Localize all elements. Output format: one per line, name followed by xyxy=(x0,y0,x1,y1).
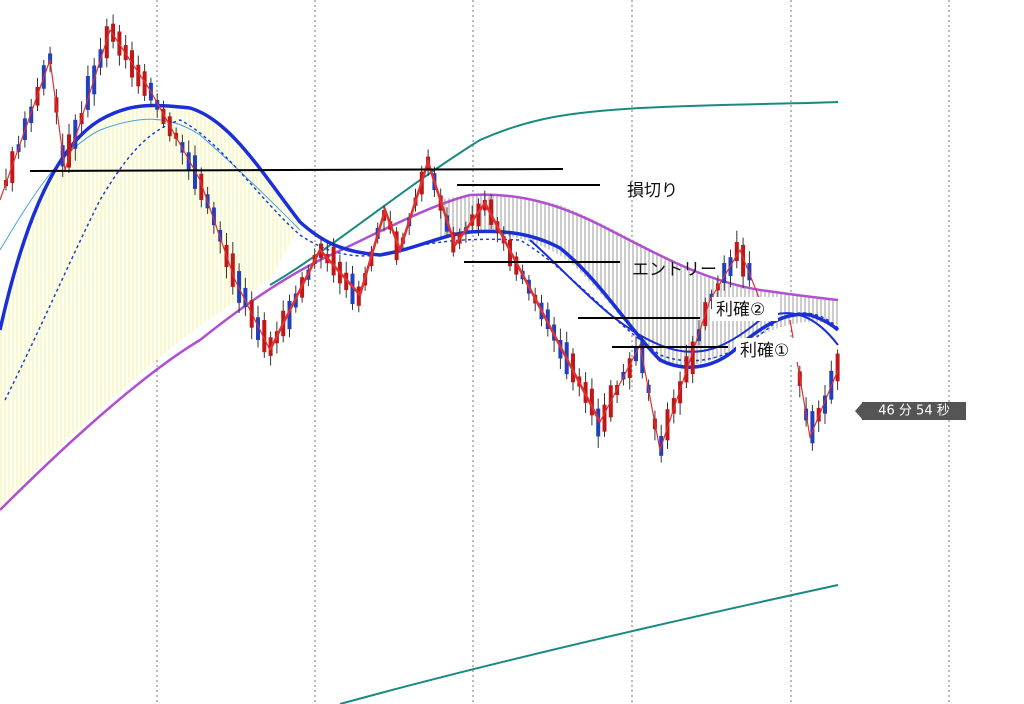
levels xyxy=(29,168,728,348)
label-take-profit-1: 利確① xyxy=(740,341,789,361)
candle-body xyxy=(476,203,481,227)
candle-body xyxy=(136,64,141,87)
zigzag-bold xyxy=(268,157,602,423)
candle-body xyxy=(741,244,746,277)
candle-body xyxy=(627,358,632,379)
candle-body xyxy=(671,398,676,414)
envelope-upper xyxy=(269,101,839,286)
moving-average-dashed xyxy=(4,119,839,401)
label-bg xyxy=(736,338,802,362)
candle-body xyxy=(262,320,267,353)
candle-body xyxy=(218,229,223,242)
timer-box xyxy=(862,402,966,420)
candle-body xyxy=(589,388,594,416)
timer: 46 分 54 秒 xyxy=(878,404,949,419)
candle-body xyxy=(621,371,626,380)
candle-body xyxy=(571,353,575,383)
candle-body xyxy=(142,71,147,96)
candle-body xyxy=(331,246,336,276)
cloud-fill xyxy=(0,105,300,510)
candle-body xyxy=(722,263,727,283)
candle-body xyxy=(211,207,216,226)
candle-body xyxy=(111,23,116,42)
candle-body xyxy=(394,231,399,261)
candle-body xyxy=(665,409,670,441)
candle-body xyxy=(356,286,361,306)
candle-body xyxy=(602,404,607,432)
label-entry: エントリー xyxy=(632,260,717,280)
candle-body xyxy=(243,287,248,308)
candle-body xyxy=(734,242,739,262)
candle-body xyxy=(690,341,695,375)
candle-body xyxy=(634,347,638,362)
candle-body xyxy=(73,119,78,149)
label-stop-loss: 損切り xyxy=(627,181,678,201)
candle-body xyxy=(199,173,204,200)
candle-body xyxy=(155,100,160,110)
candle-body xyxy=(596,408,601,437)
moving-average-second xyxy=(529,239,839,353)
candle-body xyxy=(230,253,235,287)
label-bg xyxy=(712,297,778,321)
moving-average-thin xyxy=(0,118,301,251)
level-line xyxy=(29,168,564,172)
candle-body xyxy=(678,381,683,404)
label-take-profit-2: 利確② xyxy=(716,300,765,320)
candle-body xyxy=(186,152,191,171)
candle-body xyxy=(256,317,260,340)
candle-body xyxy=(835,353,840,382)
candle-body xyxy=(104,26,109,59)
candle-body xyxy=(514,256,519,275)
candle-body xyxy=(67,134,71,168)
candle-body xyxy=(350,273,355,305)
candle-body xyxy=(287,300,292,330)
candle-body xyxy=(823,395,827,414)
grid xyxy=(156,0,950,704)
candle-body xyxy=(85,76,90,110)
candle-body xyxy=(344,272,349,291)
candle-body xyxy=(697,329,701,342)
candle-body xyxy=(747,263,752,281)
candle-body xyxy=(810,411,815,444)
envelope-lower xyxy=(339,584,839,704)
candle-body xyxy=(29,106,34,124)
candle-body xyxy=(48,53,53,65)
timer-pointer xyxy=(855,403,862,419)
candle-body xyxy=(545,309,550,330)
candle-body xyxy=(161,108,166,124)
